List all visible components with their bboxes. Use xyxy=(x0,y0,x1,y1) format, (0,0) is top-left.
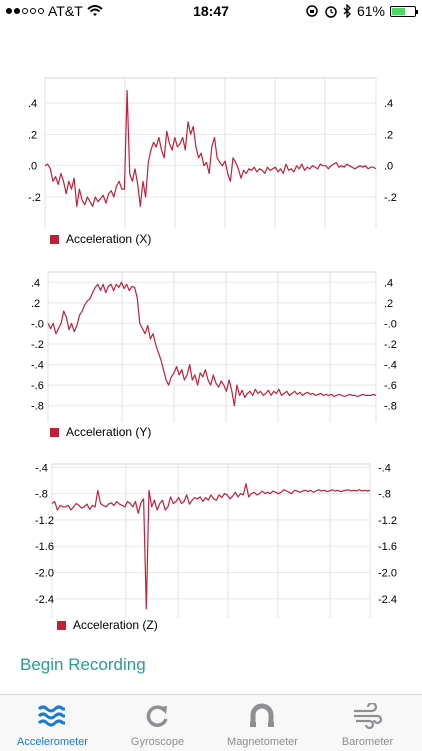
carrier-label: AT&T xyxy=(48,3,83,19)
acceleration-y-chart: .4 .4 .2 .2 -.0 -.0 -.2 -.2 -.4 -.4 -.6 -.6 -.8 -.8 A… xyxy=(0,268,422,446)
y-tick-label-right: -.2 xyxy=(384,339,397,351)
y-tick-label-right: -.0 xyxy=(384,318,397,330)
acceleration-z-plot: -.4 -.4 -.8 -.8 -1.2 -1.2 -1.6 -1.6 -2.0 -2.0 -2.4… xyxy=(35,462,397,618)
y-tick-label-left: -.8 xyxy=(35,489,48,501)
y-tick-label-left: -.8 xyxy=(31,401,44,413)
y-tick-label-left: -.4 xyxy=(35,462,48,474)
acceleration-y-legend: Acceleration (Y) xyxy=(50,425,151,439)
battery-percent: 61% xyxy=(356,3,385,19)
signal-strength-icon xyxy=(6,8,44,14)
y-tick-label-right: -.8 xyxy=(384,401,397,413)
battery-icon xyxy=(390,5,418,17)
acceleration-x-plot: .4 .4 .2 .2 .0 .0 -.2 -.2 xyxy=(28,77,397,228)
legend-label: Acceleration (X) xyxy=(66,232,152,246)
y-tick-label-right: -1.6 xyxy=(378,541,397,553)
acceleration-z-chart: -.4 -.4 -.8 -.8 -1.2 -1.2 -1.6 -1.6 -2.0 -2.0 -2.4… xyxy=(0,460,422,640)
y-tick-label-left: -2.4 xyxy=(35,594,54,606)
tab-gyroscope[interactable]: Gyroscope xyxy=(105,695,210,751)
acceleration-x-legend: Acceleration (X) xyxy=(50,232,151,246)
legend-swatch xyxy=(57,620,66,630)
y-tick-label-left: -1.2 xyxy=(35,515,54,527)
y-tick-label-right: -1.2 xyxy=(378,515,397,527)
y-tick-label-right: -2.0 xyxy=(378,568,397,580)
y-tick-label-left: -.0 xyxy=(31,318,44,330)
tab-label: Accelerometer xyxy=(17,736,88,748)
y-tick-label-right: -.4 xyxy=(378,462,391,474)
y-tick-label-left: .4 xyxy=(31,277,40,289)
y-tick-label-right: -.6 xyxy=(384,380,397,392)
acceleration-z-legend: Acceleration (Z) xyxy=(57,618,158,632)
tab-magnetometer[interactable]: Magnetometer xyxy=(210,695,315,751)
series-line xyxy=(51,483,371,610)
y-tick-label-right: -.4 xyxy=(384,360,397,372)
carrier-group: AT&T xyxy=(6,3,103,19)
y-tick-label-right: -2.4 xyxy=(378,594,397,606)
bluetooth-icon xyxy=(343,4,351,18)
legend-label: Acceleration (Z) xyxy=(73,618,158,632)
y-tick-label-right: .4 xyxy=(384,277,393,289)
y-tick-label-left: -.2 xyxy=(28,192,41,204)
magnet-icon xyxy=(250,703,274,727)
acceleration-x-chart: .4 .4 .2 .2 .0 .0 -.2 -.2 Acceleration (X) xyxy=(0,74,422,250)
y-tick-label-right: .2 xyxy=(384,298,393,310)
y-tick-label-left: -.4 xyxy=(31,360,44,372)
y-tick-label-left: .2 xyxy=(28,129,37,141)
series-line xyxy=(44,89,377,207)
tab-barometer[interactable]: Barometer xyxy=(315,695,420,751)
y-tick-label-right: .4 xyxy=(384,98,393,110)
y-tick-label-right: .2 xyxy=(384,129,393,141)
tab-label: Barometer xyxy=(341,736,394,748)
status-time: 18:47 xyxy=(193,3,229,19)
waves-icon xyxy=(37,705,65,727)
tab-label: Gyroscope xyxy=(130,736,185,748)
legend-label: Acceleration (Y) xyxy=(66,425,152,439)
y-tick-label-left: .4 xyxy=(28,98,37,110)
y-tick-label-left: -.6 xyxy=(31,380,44,392)
status-right-group: 61% xyxy=(305,3,418,19)
y-tick-label-right: -.2 xyxy=(384,192,397,204)
legend-swatch xyxy=(50,427,59,437)
y-tick-label-right: .0 xyxy=(384,161,393,173)
series-line xyxy=(47,281,377,407)
rotation-lock-icon xyxy=(306,5,318,17)
tab-label: Magnetometer xyxy=(227,736,298,748)
acceleration-y-plot: .4 .4 .2 .2 -.0 -.0 -.2 -.2 -.4 -.4 -.6 -.6 -.8 -.8 xyxy=(31,271,397,422)
begin-recording-button[interactable]: Begin Recording xyxy=(20,655,146,674)
status-bar: AT&T 18:47 61% xyxy=(0,0,422,22)
rotate-icon xyxy=(146,705,168,727)
tab-accelerometer[interactable]: Accelerometer xyxy=(0,695,105,751)
wind-icon xyxy=(354,703,382,729)
y-tick-label-left: .0 xyxy=(28,161,37,173)
alarm-icon xyxy=(325,6,337,18)
tab-bar: Accelerometer Gyroscope Magnetometer Bar… xyxy=(0,694,422,751)
legend-swatch xyxy=(50,234,59,244)
y-tick-label-right: -.8 xyxy=(378,489,391,501)
y-tick-label-left: -1.6 xyxy=(35,541,54,553)
y-tick-label-left: .2 xyxy=(31,298,40,310)
y-tick-label-left: -.2 xyxy=(31,339,44,351)
wifi-icon xyxy=(87,5,103,16)
y-tick-label-left: -2.0 xyxy=(35,568,54,580)
